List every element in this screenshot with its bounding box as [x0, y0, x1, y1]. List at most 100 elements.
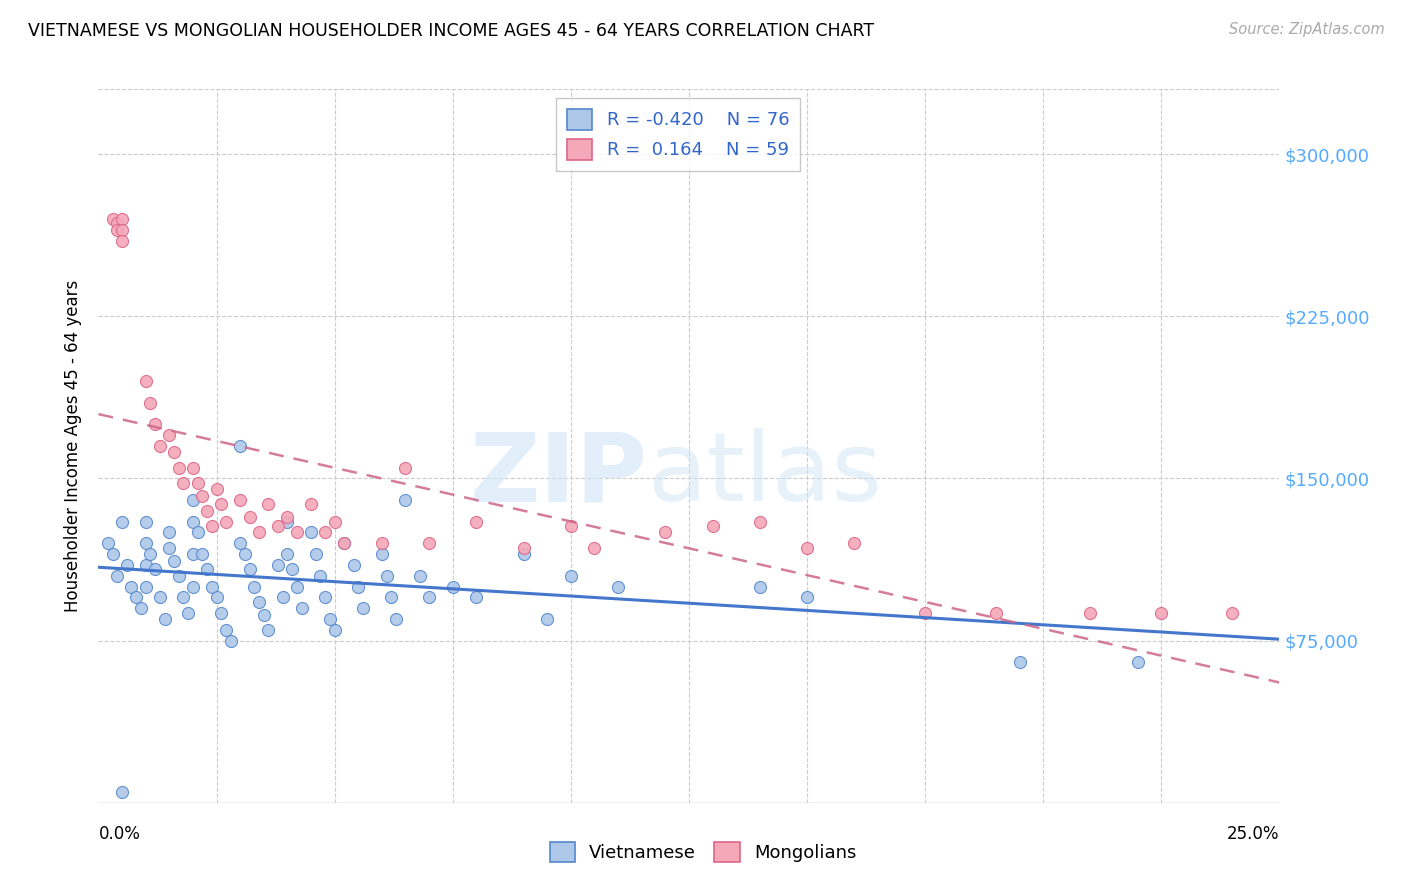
Point: [105, 223, 128, 237]
Point: [229, 536, 252, 550]
Point: [247, 595, 270, 609]
Point: [314, 591, 336, 605]
Point: [257, 623, 280, 637]
Point: [229, 493, 252, 508]
Point: [536, 612, 558, 626]
Point: [215, 515, 238, 529]
Point: [394, 460, 416, 475]
Point: [844, 536, 866, 550]
Point: [143, 417, 166, 432]
Point: [380, 591, 402, 605]
Point: [333, 536, 356, 550]
Point: [583, 541, 606, 555]
Point: [135, 515, 157, 529]
Point: [201, 519, 224, 533]
Point: [181, 493, 204, 508]
Point: [181, 547, 204, 561]
Point: [101, 547, 124, 561]
Point: [111, 785, 134, 799]
Point: [115, 558, 138, 572]
Point: [257, 497, 280, 511]
Point: [267, 519, 290, 533]
Point: [276, 515, 298, 529]
Point: [121, 580, 143, 594]
Point: [97, 536, 120, 550]
Text: 25.0%: 25.0%: [1227, 825, 1279, 843]
Point: [205, 591, 228, 605]
Point: [290, 601, 312, 615]
Point: [560, 568, 582, 582]
Point: [352, 601, 374, 615]
Point: [157, 428, 180, 442]
Point: [139, 396, 162, 410]
Point: [418, 536, 440, 550]
Point: [229, 439, 252, 453]
Point: [239, 510, 262, 524]
Point: [101, 211, 124, 226]
Point: [253, 607, 276, 622]
Point: [654, 525, 676, 540]
Point: [181, 460, 204, 475]
Point: [1080, 606, 1102, 620]
Point: [143, 562, 166, 576]
Point: [157, 541, 180, 555]
Point: [129, 601, 152, 615]
Point: [187, 475, 209, 490]
Point: [319, 612, 342, 626]
Point: [181, 580, 204, 594]
Point: [163, 445, 186, 459]
Point: [285, 525, 308, 540]
Point: [135, 536, 157, 550]
Point: [285, 580, 308, 594]
Point: [163, 553, 186, 567]
Point: [796, 591, 818, 605]
Point: [512, 541, 534, 555]
Point: [167, 568, 190, 582]
Point: [209, 497, 232, 511]
Point: [465, 591, 488, 605]
Point: [385, 612, 408, 626]
Point: [314, 525, 336, 540]
Point: [1126, 655, 1149, 669]
Point: [243, 580, 266, 594]
Point: [1150, 606, 1173, 620]
Point: [702, 519, 724, 533]
Point: [172, 591, 194, 605]
Point: [177, 606, 200, 620]
Point: [111, 211, 134, 226]
Point: [1008, 655, 1031, 669]
Y-axis label: Householder Income Ages 45 - 64 years: Householder Income Ages 45 - 64 years: [65, 280, 83, 612]
Point: [333, 536, 356, 550]
Point: [560, 519, 582, 533]
Text: Source: ZipAtlas.com: Source: ZipAtlas.com: [1229, 22, 1385, 37]
Point: [172, 475, 194, 490]
Point: [271, 591, 294, 605]
Point: [125, 591, 148, 605]
Point: [187, 525, 209, 540]
Point: [219, 633, 242, 648]
Point: [195, 504, 218, 518]
Point: [371, 536, 394, 550]
Point: [408, 568, 430, 582]
Point: [371, 547, 394, 561]
Point: [105, 568, 128, 582]
Point: [111, 515, 134, 529]
Text: atlas: atlas: [648, 428, 883, 521]
Point: [299, 497, 322, 511]
Point: [167, 460, 190, 475]
Point: [276, 510, 298, 524]
Point: [139, 547, 162, 561]
Point: [191, 489, 214, 503]
Point: [305, 547, 328, 561]
Point: [209, 606, 232, 620]
Point: [205, 482, 228, 496]
Point: [181, 515, 204, 529]
Point: [418, 591, 440, 605]
Point: [607, 580, 630, 594]
Point: [195, 562, 218, 576]
Point: [748, 515, 770, 529]
Point: [796, 541, 818, 555]
Text: VIETNAMESE VS MONGOLIAN HOUSEHOLDER INCOME AGES 45 - 64 YEARS CORRELATION CHART: VIETNAMESE VS MONGOLIAN HOUSEHOLDER INCO…: [28, 22, 875, 40]
Point: [149, 439, 172, 453]
Point: [299, 525, 322, 540]
